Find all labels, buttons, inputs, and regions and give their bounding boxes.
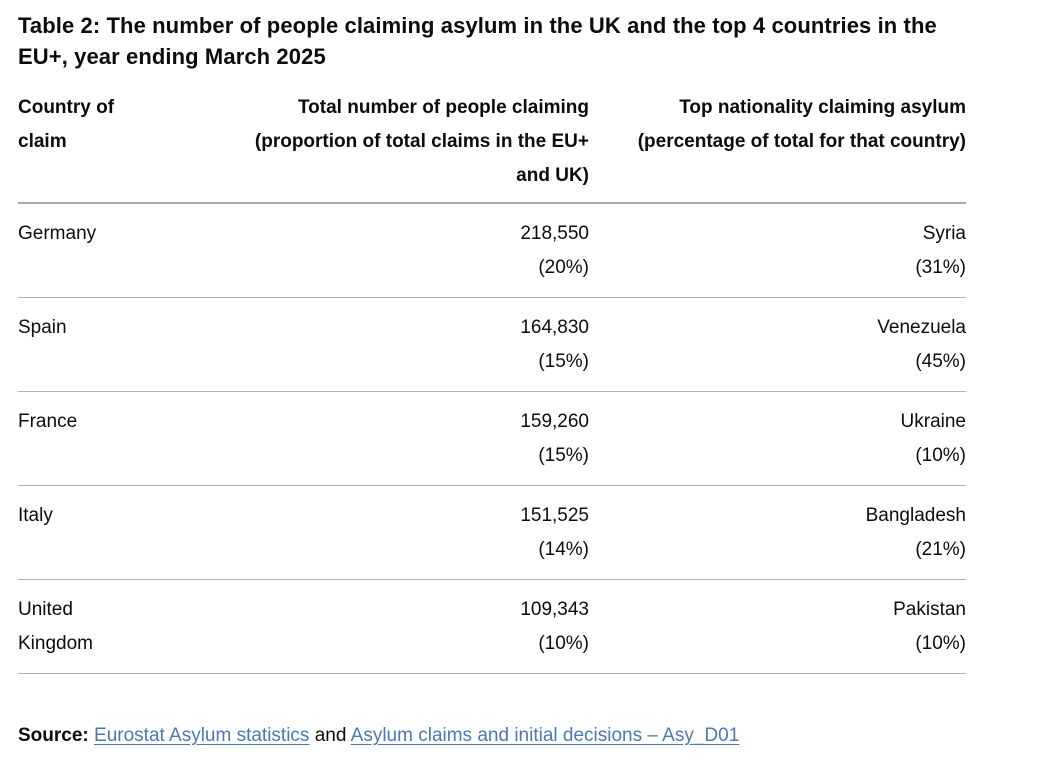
table-row-germany: Germany 218,550 (20%) Syria (31%) [18, 203, 966, 298]
nationality-share: (10%) [915, 445, 966, 466]
source-label: Source: [18, 725, 89, 746]
total-value: 218,550 [520, 223, 589, 244]
nationality-share: (45%) [915, 351, 966, 372]
total-share: (14%) [538, 539, 589, 560]
table-row-spain: Spain 164,830 (15%) Venezuela (45%) [18, 297, 966, 392]
source-link-asylum-claims-asy-d01[interactable]: Asylum claims and initial decisions – As… [350, 725, 740, 746]
total-share: (10%) [538, 633, 589, 654]
cell-total: 151,525 (14%) [143, 485, 589, 580]
table-title: Table 2: The number of people claiming a… [18, 13, 937, 69]
total-share: (15%) [538, 351, 589, 372]
cell-country: United Kingdom [18, 579, 143, 674]
nationality-share: (21%) [915, 539, 966, 560]
cell-country: Germany [18, 203, 143, 298]
nationality-value: Pakistan [893, 599, 966, 620]
source-connector: and [314, 725, 347, 746]
nationality-value: Ukraine [900, 411, 966, 432]
cell-total: 159,260 (15%) [143, 391, 589, 486]
cell-total: 218,550 (20%) [143, 203, 589, 298]
column-header-nationality-label: Top nationality claiming asylum (percent… [637, 97, 966, 152]
cell-total: 164,830 (15%) [143, 297, 589, 392]
column-header-total-claiming: Total number of people claiming (proport… [143, 91, 589, 204]
table-row-france: France 159,260 (15%) Ukraine (10%) [18, 391, 966, 486]
nationality-share: (31%) [915, 257, 966, 278]
total-share: (15%) [538, 445, 589, 466]
cell-total: 109,343 (10%) [143, 579, 589, 674]
table-row-united-kingdom: United Kingdom 109,343 (10%) Pakistan (1… [18, 579, 966, 674]
total-value: 164,830 [520, 317, 589, 338]
cell-top-nationality: Venezuela (45%) [589, 297, 966, 392]
total-value: 151,525 [520, 505, 589, 526]
source-line: Source: Eurostat Asylum statistics and A… [18, 721, 984, 751]
cell-top-nationality: Bangladesh (21%) [589, 485, 966, 580]
total-share: (20%) [538, 257, 589, 278]
column-header-top-nationality: Top nationality claiming asylum (percent… [589, 91, 966, 204]
cell-top-nationality: Syria (31%) [589, 203, 966, 298]
cell-top-nationality: Ukraine (10%) [589, 391, 966, 486]
cell-country: Spain [18, 297, 143, 392]
cell-country: Italy [18, 485, 143, 580]
column-header-country-of-claim: Country of claim [18, 91, 143, 204]
nationality-share: (10%) [915, 633, 966, 654]
cell-top-nationality: Pakistan (10%) [589, 579, 966, 674]
source-link-eurostat-asylum-statistics[interactable]: Eurostat Asylum statistics [94, 725, 310, 746]
table-row-italy: Italy 151,525 (14%) Bangladesh (21%) [18, 485, 966, 580]
column-header-country-label: Country of claim [18, 97, 115, 152]
asylum-claims-table: Country of claim Total number of people … [18, 91, 966, 674]
nationality-value: Bangladesh [865, 505, 966, 526]
cell-country: France [18, 391, 143, 486]
total-value: 109,343 [520, 599, 589, 620]
column-header-total-label: Total number of people claiming (proport… [254, 97, 589, 186]
document-page: Table 2: The number of people claiming a… [18, 13, 984, 751]
table-header-row: Country of claim Total number of people … [18, 91, 966, 204]
total-value: 159,260 [520, 411, 589, 432]
nationality-value: Venezuela [877, 317, 966, 338]
nationality-value: Syria [922, 223, 966, 244]
